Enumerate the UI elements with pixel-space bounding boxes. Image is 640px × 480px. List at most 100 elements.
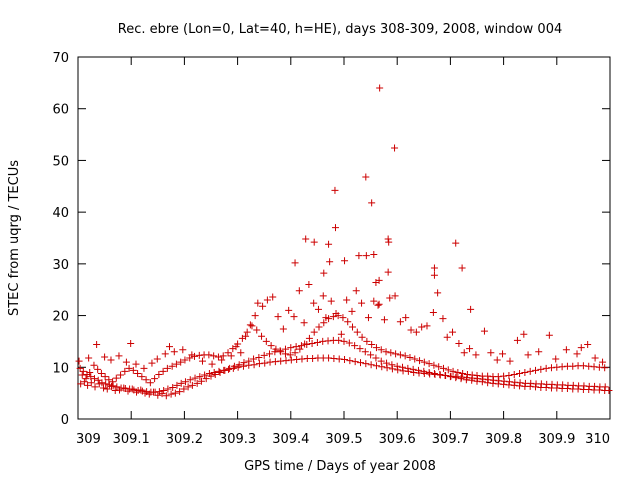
data-point	[255, 353, 263, 361]
data-point	[309, 354, 317, 362]
data-point	[258, 332, 266, 340]
data-point	[310, 299, 318, 307]
data-point	[455, 339, 463, 347]
data-point	[527, 379, 535, 387]
data-point	[349, 323, 357, 331]
data-point	[458, 264, 466, 272]
data-point	[121, 367, 129, 375]
data-point	[425, 368, 433, 376]
data-point	[532, 383, 540, 391]
x-tick-label: 309.3	[219, 432, 256, 447]
data-point	[300, 319, 308, 327]
data-point	[580, 382, 588, 390]
data-point	[85, 354, 93, 362]
data-point	[404, 367, 412, 375]
data-point	[429, 308, 437, 316]
data-point	[253, 326, 261, 334]
data-point	[341, 257, 349, 265]
data-point	[548, 380, 556, 388]
data-point	[352, 287, 360, 295]
data-point	[151, 388, 159, 396]
data-point	[186, 376, 194, 384]
data-point	[210, 368, 218, 376]
data-point	[452, 239, 460, 247]
data-point	[324, 337, 332, 345]
data-point	[426, 370, 434, 378]
data-point	[215, 367, 223, 375]
data-point	[208, 360, 216, 368]
data-point	[372, 344, 380, 352]
data-point	[330, 354, 338, 362]
data-point	[430, 271, 438, 279]
data-point	[296, 345, 304, 353]
data-point	[484, 376, 492, 384]
data-point	[224, 349, 232, 357]
data-point	[436, 371, 444, 379]
data-point	[159, 367, 167, 375]
data-point	[325, 240, 333, 248]
data-point	[266, 358, 274, 366]
data-point	[155, 388, 163, 396]
data-point	[439, 315, 447, 323]
data-point	[591, 382, 599, 390]
data-point	[143, 388, 151, 396]
x-tick-label: 309.2	[166, 432, 203, 447]
data-point	[340, 337, 348, 345]
data-point	[431, 371, 439, 379]
data-point	[489, 379, 497, 387]
data-point	[605, 387, 613, 395]
data-point	[319, 337, 327, 345]
data-point	[425, 360, 433, 368]
data-point	[372, 362, 380, 370]
data-point	[101, 373, 109, 381]
data-point	[378, 363, 386, 371]
data-point	[291, 349, 299, 357]
data-point	[297, 342, 305, 350]
data-point	[331, 186, 339, 194]
data-point	[391, 144, 399, 152]
data-point	[122, 358, 130, 366]
data-point	[599, 358, 607, 366]
x-axis: 309 309.1 309.2 309.3 309.4 309.5 309.6 309.7 30…	[76, 57, 611, 447]
data-point	[521, 368, 529, 376]
data-point	[394, 366, 402, 374]
data-point	[94, 376, 102, 384]
data-point	[218, 356, 226, 364]
data-point	[202, 375, 210, 383]
data-point	[383, 364, 391, 372]
data-point	[346, 357, 354, 365]
data-point	[239, 362, 247, 370]
data-point	[320, 269, 328, 277]
x-tick-label: 309	[76, 432, 101, 447]
data-point	[376, 84, 384, 92]
data-point	[595, 386, 603, 394]
data-point	[153, 355, 161, 363]
data-point	[516, 379, 524, 387]
data-point	[337, 330, 345, 338]
data-point	[76, 364, 84, 372]
data-point	[506, 357, 514, 365]
data-point	[423, 322, 431, 330]
data-point	[251, 312, 259, 320]
data-point	[386, 294, 394, 302]
data-point	[409, 365, 417, 373]
data-point	[584, 341, 592, 349]
data-point	[442, 372, 450, 380]
data-point	[140, 364, 148, 372]
data-point	[314, 305, 322, 313]
data-point	[542, 364, 550, 372]
data-point	[466, 345, 474, 353]
data-point	[500, 380, 508, 388]
data-point	[393, 362, 401, 370]
data-point	[105, 376, 113, 384]
data-point	[473, 372, 481, 380]
data-point	[348, 307, 356, 315]
data-point	[601, 383, 609, 391]
data-point	[105, 381, 113, 389]
data-point	[472, 351, 480, 359]
data-point	[446, 373, 454, 381]
y-tick-label: 50	[52, 154, 69, 169]
data-point	[219, 352, 227, 360]
data-point	[132, 360, 140, 368]
